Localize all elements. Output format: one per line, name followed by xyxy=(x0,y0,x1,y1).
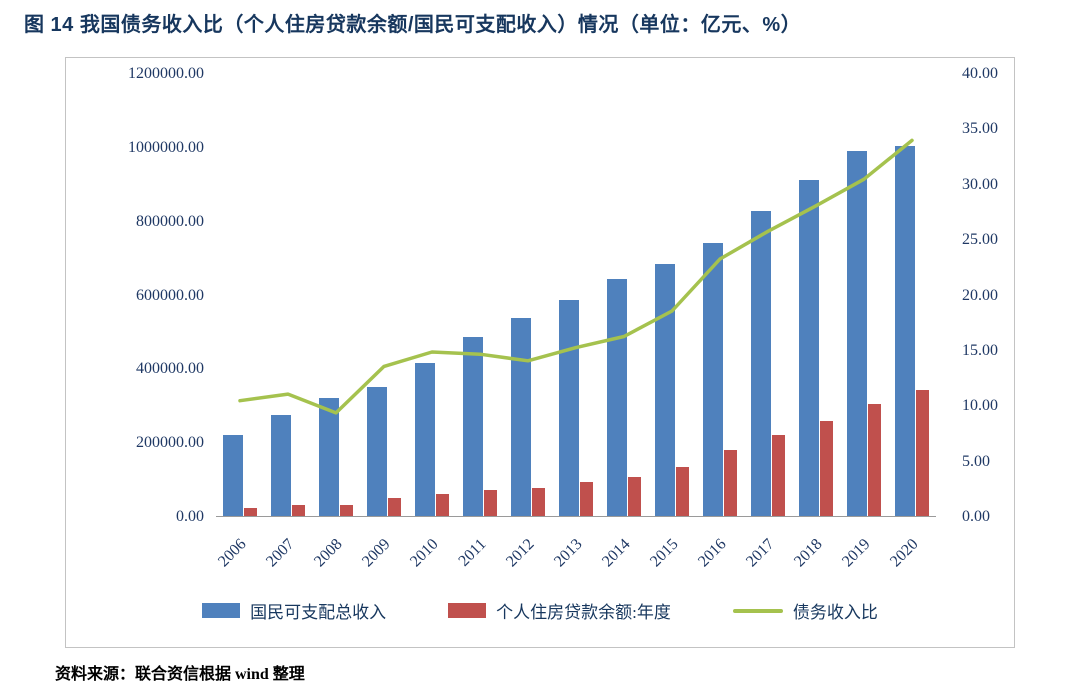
right-axis-tick: 35.00 xyxy=(962,120,998,138)
bar-housing-loan xyxy=(244,507,257,516)
x-axis-label: 2020 xyxy=(887,535,922,571)
x-axis-label: 2008 xyxy=(311,535,346,571)
right-axis-tick: 5.00 xyxy=(962,452,990,470)
x-axis-label: 2016 xyxy=(695,535,730,571)
bar-series-area xyxy=(216,74,936,516)
left-axis-tick: 800000.00 xyxy=(136,212,204,230)
x-axis-label: 2012 xyxy=(503,535,538,571)
legend-line-green xyxy=(732,608,783,613)
bar-disposable-income xyxy=(655,264,675,516)
legend: 国民可支配总收入 个人住房贷款余额:年度 债务收入比 xyxy=(66,598,1014,623)
x-axis-label: 2017 xyxy=(743,535,778,571)
x-axis-label: 2009 xyxy=(359,535,394,571)
right-axis-tick: 30.00 xyxy=(962,175,998,193)
bar-housing-loan xyxy=(532,488,545,516)
legend-item-debt-income-ratio: 债务收入比 xyxy=(732,598,878,623)
bar-housing-loan xyxy=(724,449,737,516)
chart-title: 图 14 我国债务收入比（个人住房贷款余额/国民可支配收入）情况（单位：亿元、%… xyxy=(24,14,802,36)
bar-group-2016 xyxy=(696,74,744,516)
bar-disposable-income xyxy=(799,180,819,516)
bar-group-2009 xyxy=(360,74,408,516)
legend-item-disposable-income: 国民可支配总收入 xyxy=(202,598,386,623)
bar-group-2017 xyxy=(744,74,792,516)
x-axis-label: 2007 xyxy=(263,535,298,571)
bar-group-2010 xyxy=(408,74,456,516)
legend-swatch-blue xyxy=(202,603,241,618)
bar-disposable-income xyxy=(559,299,579,516)
legend-label: 个人住房贷款余额:年度 xyxy=(496,603,671,622)
bar-disposable-income xyxy=(895,145,915,516)
left-axis-tick: 0.00 xyxy=(176,508,204,525)
bar-group-2008 xyxy=(312,74,360,516)
bar-housing-loan xyxy=(820,420,833,516)
bar-disposable-income xyxy=(367,387,387,516)
bar-housing-loan xyxy=(580,482,593,516)
bar-group-2013 xyxy=(552,74,600,516)
bar-disposable-income xyxy=(415,363,435,516)
left-axis-tick: 200000.00 xyxy=(136,434,204,452)
bar-group-2018 xyxy=(792,74,840,516)
bar-disposable-income xyxy=(223,434,243,516)
bar-disposable-income xyxy=(463,337,483,516)
bar-housing-loan xyxy=(436,493,449,516)
x-axis-label: 2010 xyxy=(407,535,442,571)
legend-label: 国民可支配总收入 xyxy=(250,603,387,622)
left-axis-tick: 1200000.00 xyxy=(128,65,204,82)
bar-housing-loan xyxy=(628,476,641,516)
x-axis-label: 2006 xyxy=(215,535,250,571)
bar-housing-loan xyxy=(292,504,305,516)
left-axis-tick: 400000.00 xyxy=(136,360,204,378)
right-axis-tick: 20.00 xyxy=(962,286,998,304)
source-note: 资料来源：联合资信根据 wind 整理 xyxy=(55,666,305,683)
bar-disposable-income xyxy=(319,398,339,516)
bar-housing-loan xyxy=(868,403,881,516)
x-axis-label: 2011 xyxy=(455,535,490,570)
bar-group-2011 xyxy=(456,74,504,516)
x-axis-label: 2018 xyxy=(791,535,826,571)
bar-group-2012 xyxy=(504,74,552,516)
plot-area xyxy=(216,74,936,517)
bar-housing-loan xyxy=(388,497,401,516)
chart-container: 0.00 200000.00 400000.00 600000.00 800000.00… xyxy=(65,57,1015,648)
bar-disposable-income xyxy=(271,414,291,516)
bar-group-2006 xyxy=(216,74,264,516)
left-axis-tick: 600000.00 xyxy=(136,286,204,304)
bar-disposable-income xyxy=(751,211,771,516)
bar-group-2007 xyxy=(264,74,312,516)
x-axis-label: 2013 xyxy=(551,535,586,571)
bar-housing-loan xyxy=(772,434,785,516)
right-axis-tick: 0.00 xyxy=(962,508,990,525)
x-axis-label: 2015 xyxy=(647,535,682,571)
legend-swatch-red xyxy=(448,603,487,618)
right-axis-tick: 40.00 xyxy=(962,65,998,82)
legend-item-housing-loan: 个人住房贷款余额:年度 xyxy=(448,598,671,623)
x-axis-label: 2019 xyxy=(839,535,874,571)
bar-disposable-income xyxy=(511,318,531,516)
right-axis-tick: 10.00 xyxy=(962,397,998,415)
bar-disposable-income xyxy=(847,151,867,516)
x-axis-label: 2014 xyxy=(599,535,634,571)
bar-group-2020 xyxy=(888,74,936,516)
bar-housing-loan xyxy=(916,389,929,516)
left-axis: 0.00 200000.00 400000.00 600000.00 800000.00… xyxy=(66,65,204,525)
left-axis-tick: 1000000.00 xyxy=(128,138,204,156)
x-axis-labels: 2006 2007 2008 2009 2010 2011 2012 2013 2014 2015… xyxy=(215,519,936,579)
right-axis-tick: 15.00 xyxy=(962,341,998,359)
bar-group-2015 xyxy=(648,74,696,516)
ratio-line-series xyxy=(238,138,914,415)
bar-group-2019 xyxy=(840,74,888,516)
bar-housing-loan xyxy=(340,504,353,516)
bar-housing-loan xyxy=(484,490,497,516)
bar-disposable-income xyxy=(703,242,723,516)
legend-label: 债务收入比 xyxy=(792,603,878,622)
right-axis: 0.00 5.00 10.00 15.00 20.00 25.00 30.00 35.00 40… xyxy=(948,65,1010,525)
bar-housing-loan xyxy=(676,467,689,516)
right-axis-tick: 25.00 xyxy=(962,231,998,249)
